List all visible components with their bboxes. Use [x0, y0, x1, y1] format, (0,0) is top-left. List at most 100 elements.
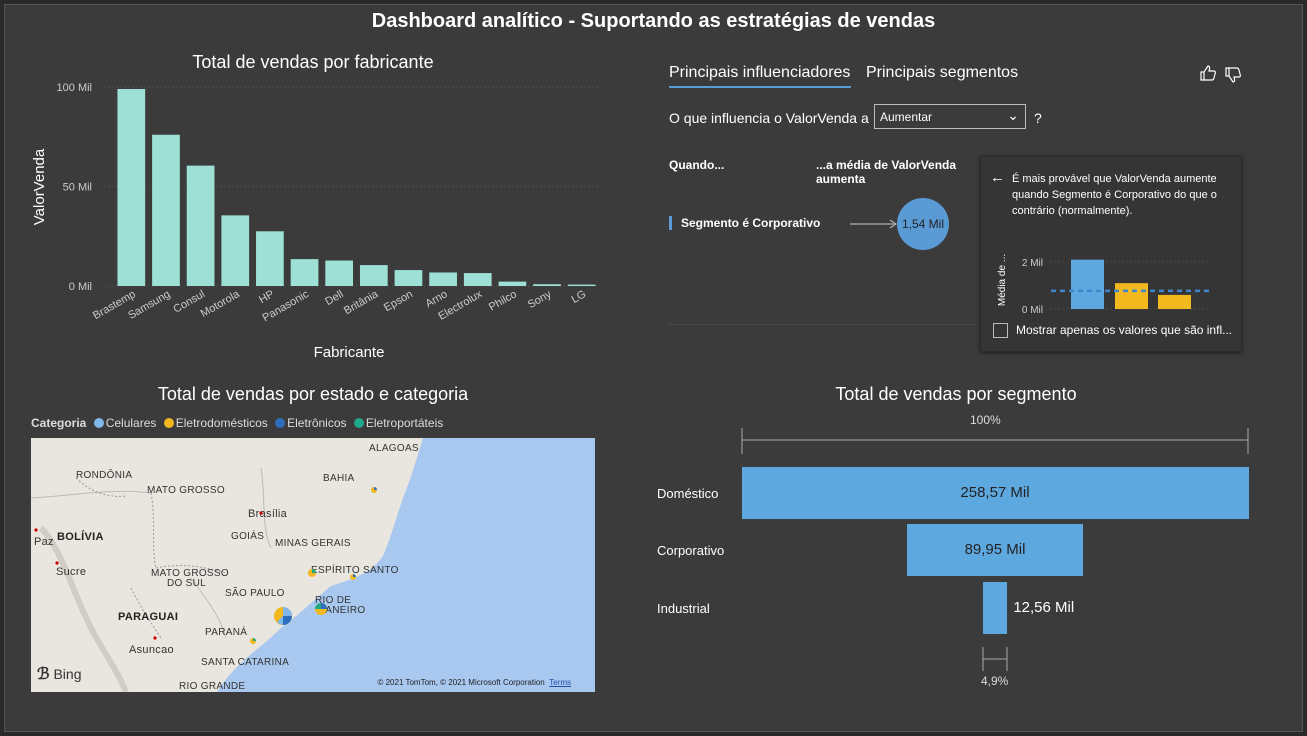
legend-item-celulares[interactable]: Celulares: [90, 416, 156, 430]
direction-dropdown[interactable]: Aumentar ⌄: [874, 104, 1026, 129]
bar-hp: [256, 231, 284, 286]
map-label: PARANÁ: [205, 627, 248, 638]
bar-britânia: [359, 265, 388, 286]
map-label: RIO DE: [315, 595, 352, 606]
bar-chart-title: Total de vendas por fabricante: [192, 52, 434, 72]
map-label: Sucre: [56, 566, 87, 578]
map-label: MATO GROSSO: [147, 485, 225, 496]
influencer-bubble[interactable]: 1,54 Mil: [897, 198, 949, 250]
pie-marker-minas: [308, 569, 316, 577]
x-tick-label: Epson: [382, 288, 415, 314]
y-tick-label: 100 Mil: [57, 82, 92, 94]
map-label: PARAGUAI: [118, 611, 179, 623]
question-mark: ?: [1034, 110, 1042, 126]
bar-panasonic: [290, 259, 319, 286]
pie-marker-bahia: [371, 487, 377, 493]
y-axis-title: ValorVenda: [31, 148, 48, 225]
x-tick-label: Britânia: [342, 288, 381, 317]
y-tick-label: 0 Mil: [69, 281, 92, 293]
arrow-right-icon: [850, 219, 897, 229]
bar-samsung: [152, 134, 180, 286]
map-label: ALAGOAS: [369, 443, 419, 454]
y-tick-label: 0 Mil: [1022, 305, 1043, 316]
thumbs-down-icon[interactable]: [1224, 66, 1242, 89]
divider: [669, 324, 976, 325]
avg-column-header-line1: ...a média de ValorVenda: [816, 158, 957, 172]
map-label: Paz: [34, 536, 54, 548]
legend-item-eletrodomesticos[interactable]: Eletrodomésticos: [160, 416, 268, 430]
funnel-category-label: Industrial: [657, 601, 710, 616]
bar-motorola: [221, 215, 250, 286]
map-label: BOLÍVIA: [57, 531, 104, 543]
tab-principais-segmentos[interactable]: Principais segmentos: [866, 64, 1019, 81]
funnel-value-label: 12,56 Mil: [1013, 599, 1075, 616]
dashboard-title: Dashboard analítico - Suportando as estr…: [371, 10, 936, 32]
map-label: SANTA CATARINA: [201, 657, 290, 668]
legend-item-eletronicos[interactable]: Eletrônicos: [271, 416, 347, 430]
pie-marker-parana: [250, 638, 256, 644]
map-copyright: © 2021 TomTom, © 2021 Microsoft Corporat…: [377, 678, 571, 687]
map-markers: [34, 487, 377, 644]
legend-item-eletroportateis[interactable]: Eletroportáteis: [350, 416, 443, 430]
map-background: [31, 438, 595, 692]
funnel-bar-doméstico[interactable]: [741, 467, 1249, 519]
funnel-category-label: Doméstico: [657, 486, 719, 501]
detail-chart: 0 Mil 2 Mil Média de ...: [997, 254, 1211, 316]
bar-philco: [498, 281, 527, 286]
tab-principais-influenciadores[interactable]: Principais influenciadores: [669, 64, 851, 81]
legend-label: Eletrônicos: [287, 416, 347, 430]
y-axis-title: Média de ...: [997, 254, 1008, 306]
x-tick-label: HP: [257, 288, 276, 306]
map-label: BAHIA: [323, 473, 355, 484]
show-influencers-checkbox[interactable]: [993, 323, 1008, 338]
active-tab-indicator: [669, 86, 851, 88]
pie-marker-es: [350, 574, 356, 580]
funnel-value-label: 258,57 Mil: [960, 484, 1030, 501]
bing-label: Bing: [53, 666, 82, 682]
map-label: DO SUL: [167, 578, 207, 589]
city-dot: [259, 511, 263, 515]
city-dot: [153, 636, 157, 640]
copyright-text: © 2021 TomTom, © 2021 Microsoft Corporat…: [377, 678, 545, 687]
bar-epson: [394, 270, 423, 286]
map-legend: Categoria Celulares Eletrodomésticos Ele…: [31, 416, 443, 430]
influencer-item[interactable]: Segmento é Corporativo: [669, 216, 820, 230]
city-dot: [34, 528, 38, 532]
legend-dot: [163, 418, 174, 428]
funnel-bar-industrial[interactable]: [982, 582, 1008, 634]
detail-bar: [1158, 294, 1191, 309]
x-tick-label: Sony: [526, 288, 554, 311]
map-label: JANEIRO: [320, 605, 366, 616]
back-arrow-icon[interactable]: ←: [990, 169, 1005, 186]
x-tick-label: Dell: [323, 288, 345, 308]
y-tick-label: 2 Mil: [1022, 258, 1043, 269]
bar-sony: [533, 284, 561, 286]
y-tick-label: 50 Mil: [63, 182, 92, 194]
funnel-category-label: Corporativo: [657, 543, 725, 558]
funnel-bottom-bracket: [982, 647, 1008, 671]
funnel-top-percent: 100%: [970, 413, 1001, 427]
bubble-value: 1,54 Mil: [901, 217, 945, 231]
bar-arno: [429, 272, 457, 286]
pie-marker-rio: [315, 603, 327, 615]
bar-electrolux: [463, 273, 492, 286]
chevron-down-icon: ⌄: [1007, 107, 1019, 123]
brazil-map[interactable]: ALAGOAS RONDÔNIA BAHIA MATO GROSSO Brasí…: [31, 438, 595, 692]
funnel-top-bracket: [741, 428, 1249, 454]
bar-dell: [325, 260, 354, 286]
detail-explanation: É mais provável que ValorVenda aumente q…: [1012, 173, 1217, 217]
funnel-bar-corporativo[interactable]: [906, 524, 1084, 576]
map-label: Asuncao: [129, 644, 174, 656]
influence-question: O que influencia o ValorVenda a: [669, 110, 869, 126]
show-influencers-label: Mostrar apenas os valores que são infl..…: [1016, 323, 1233, 337]
terms-link[interactable]: Terms: [549, 678, 571, 687]
direction-dropdown-value: Aumentar: [880, 110, 933, 124]
bar-brastemp: [117, 88, 146, 287]
legend-dot: [93, 418, 104, 428]
influencer-detail-panel: ← É mais provável que ValorVenda aumente…: [980, 156, 1242, 352]
x-axis-title: Fabricante: [314, 344, 385, 361]
thumbs-up-icon[interactable]: [1199, 64, 1217, 87]
map-label: ESPÍRITO SANTO: [311, 565, 399, 576]
funnel-title: Total de vendas por segmento: [835, 384, 1077, 404]
